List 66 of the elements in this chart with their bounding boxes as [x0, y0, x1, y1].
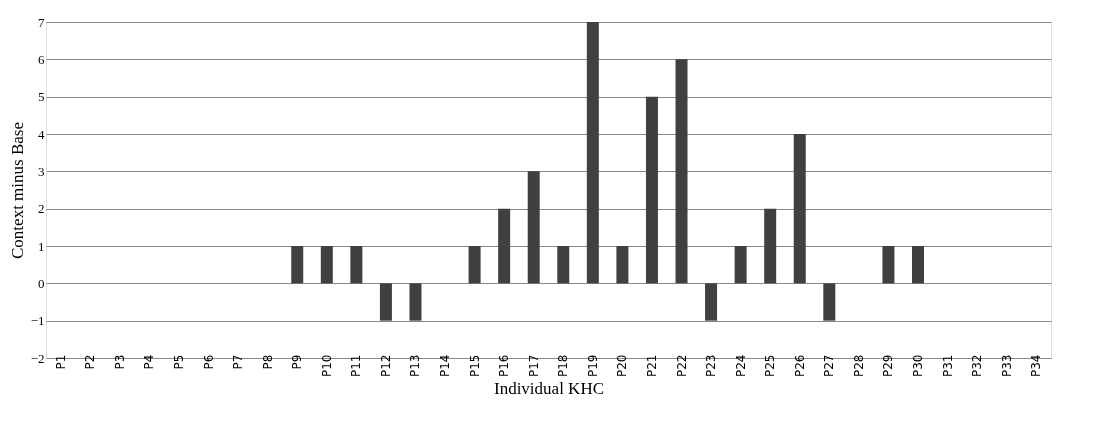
y-tick-label: −2	[30, 350, 45, 366]
bar	[675, 59, 688, 284]
y-tick-label: −1	[30, 313, 45, 329]
x-tick-label: P6	[201, 354, 216, 370]
x-tick-label: P2	[83, 354, 98, 370]
bar	[527, 171, 540, 284]
bar	[616, 246, 629, 284]
bar	[645, 96, 658, 284]
x-tick-label: P4	[142, 354, 157, 370]
x-tick-label: P11	[349, 354, 364, 378]
x-tick-label: P23	[704, 354, 719, 378]
x-tick-label: P29	[881, 354, 896, 378]
x-tick-label: P18	[556, 354, 571, 378]
y-axis-title: Context minus Base	[7, 122, 27, 259]
bar	[409, 283, 422, 321]
y-tick-label: 7	[38, 14, 45, 30]
x-tick-label: P8	[260, 354, 275, 370]
bar	[793, 134, 806, 284]
x-tick-label: P15	[467, 354, 482, 378]
x-tick-label: P17	[526, 354, 541, 378]
x-tick-label: P25	[763, 354, 778, 378]
x-tick-label: P21	[644, 354, 659, 378]
x-tick-label: P12	[378, 354, 393, 378]
x-tick-label: P33	[999, 354, 1014, 378]
bar	[705, 283, 718, 321]
x-tick-label: P14	[438, 354, 453, 378]
bar	[586, 22, 599, 284]
x-tick-label: P27	[822, 354, 837, 378]
x-tick-label: P19	[585, 354, 600, 378]
bar	[823, 283, 836, 321]
bar	[498, 208, 511, 284]
x-tick-label: P30	[910, 354, 925, 378]
x-tick-label: P5	[172, 354, 187, 370]
x-axis-title: Individual KHC	[493, 379, 605, 399]
y-tick-label: 6	[38, 51, 45, 67]
x-tick-label: P31	[940, 354, 955, 378]
bar	[320, 246, 333, 284]
y-tick-label: 4	[38, 126, 45, 142]
y-tick-label: 1	[38, 238, 45, 254]
bar	[350, 246, 363, 284]
bar	[734, 246, 747, 284]
bar	[882, 246, 895, 284]
x-tick-label: P20	[615, 354, 630, 378]
bar	[291, 246, 304, 284]
x-tick-label: P24	[733, 354, 748, 378]
x-tick-label: P7	[231, 354, 246, 370]
bar	[911, 246, 924, 284]
x-tick-label: P28	[851, 354, 866, 378]
x-tick-label: P10	[319, 354, 334, 378]
bar	[764, 208, 777, 284]
x-tick-label: P32	[970, 354, 985, 378]
x-tick-label: P16	[497, 354, 512, 378]
y-tick-label: 0	[38, 275, 45, 291]
x-tick-label: P26	[792, 354, 807, 378]
y-tick-label: 2	[38, 201, 45, 217]
x-tick-label: P3	[112, 354, 127, 370]
bar	[379, 283, 392, 321]
y-tick-label: 5	[38, 89, 45, 105]
x-tick-label: P1	[53, 354, 68, 370]
x-tick-label: P13	[408, 354, 423, 378]
x-tick-label: P9	[290, 354, 305, 370]
y-tick-label: 3	[38, 163, 45, 179]
x-tick-label: P34	[1029, 354, 1044, 378]
x-tick-label: P22	[674, 354, 689, 378]
bar	[557, 246, 570, 284]
bar	[468, 246, 481, 284]
